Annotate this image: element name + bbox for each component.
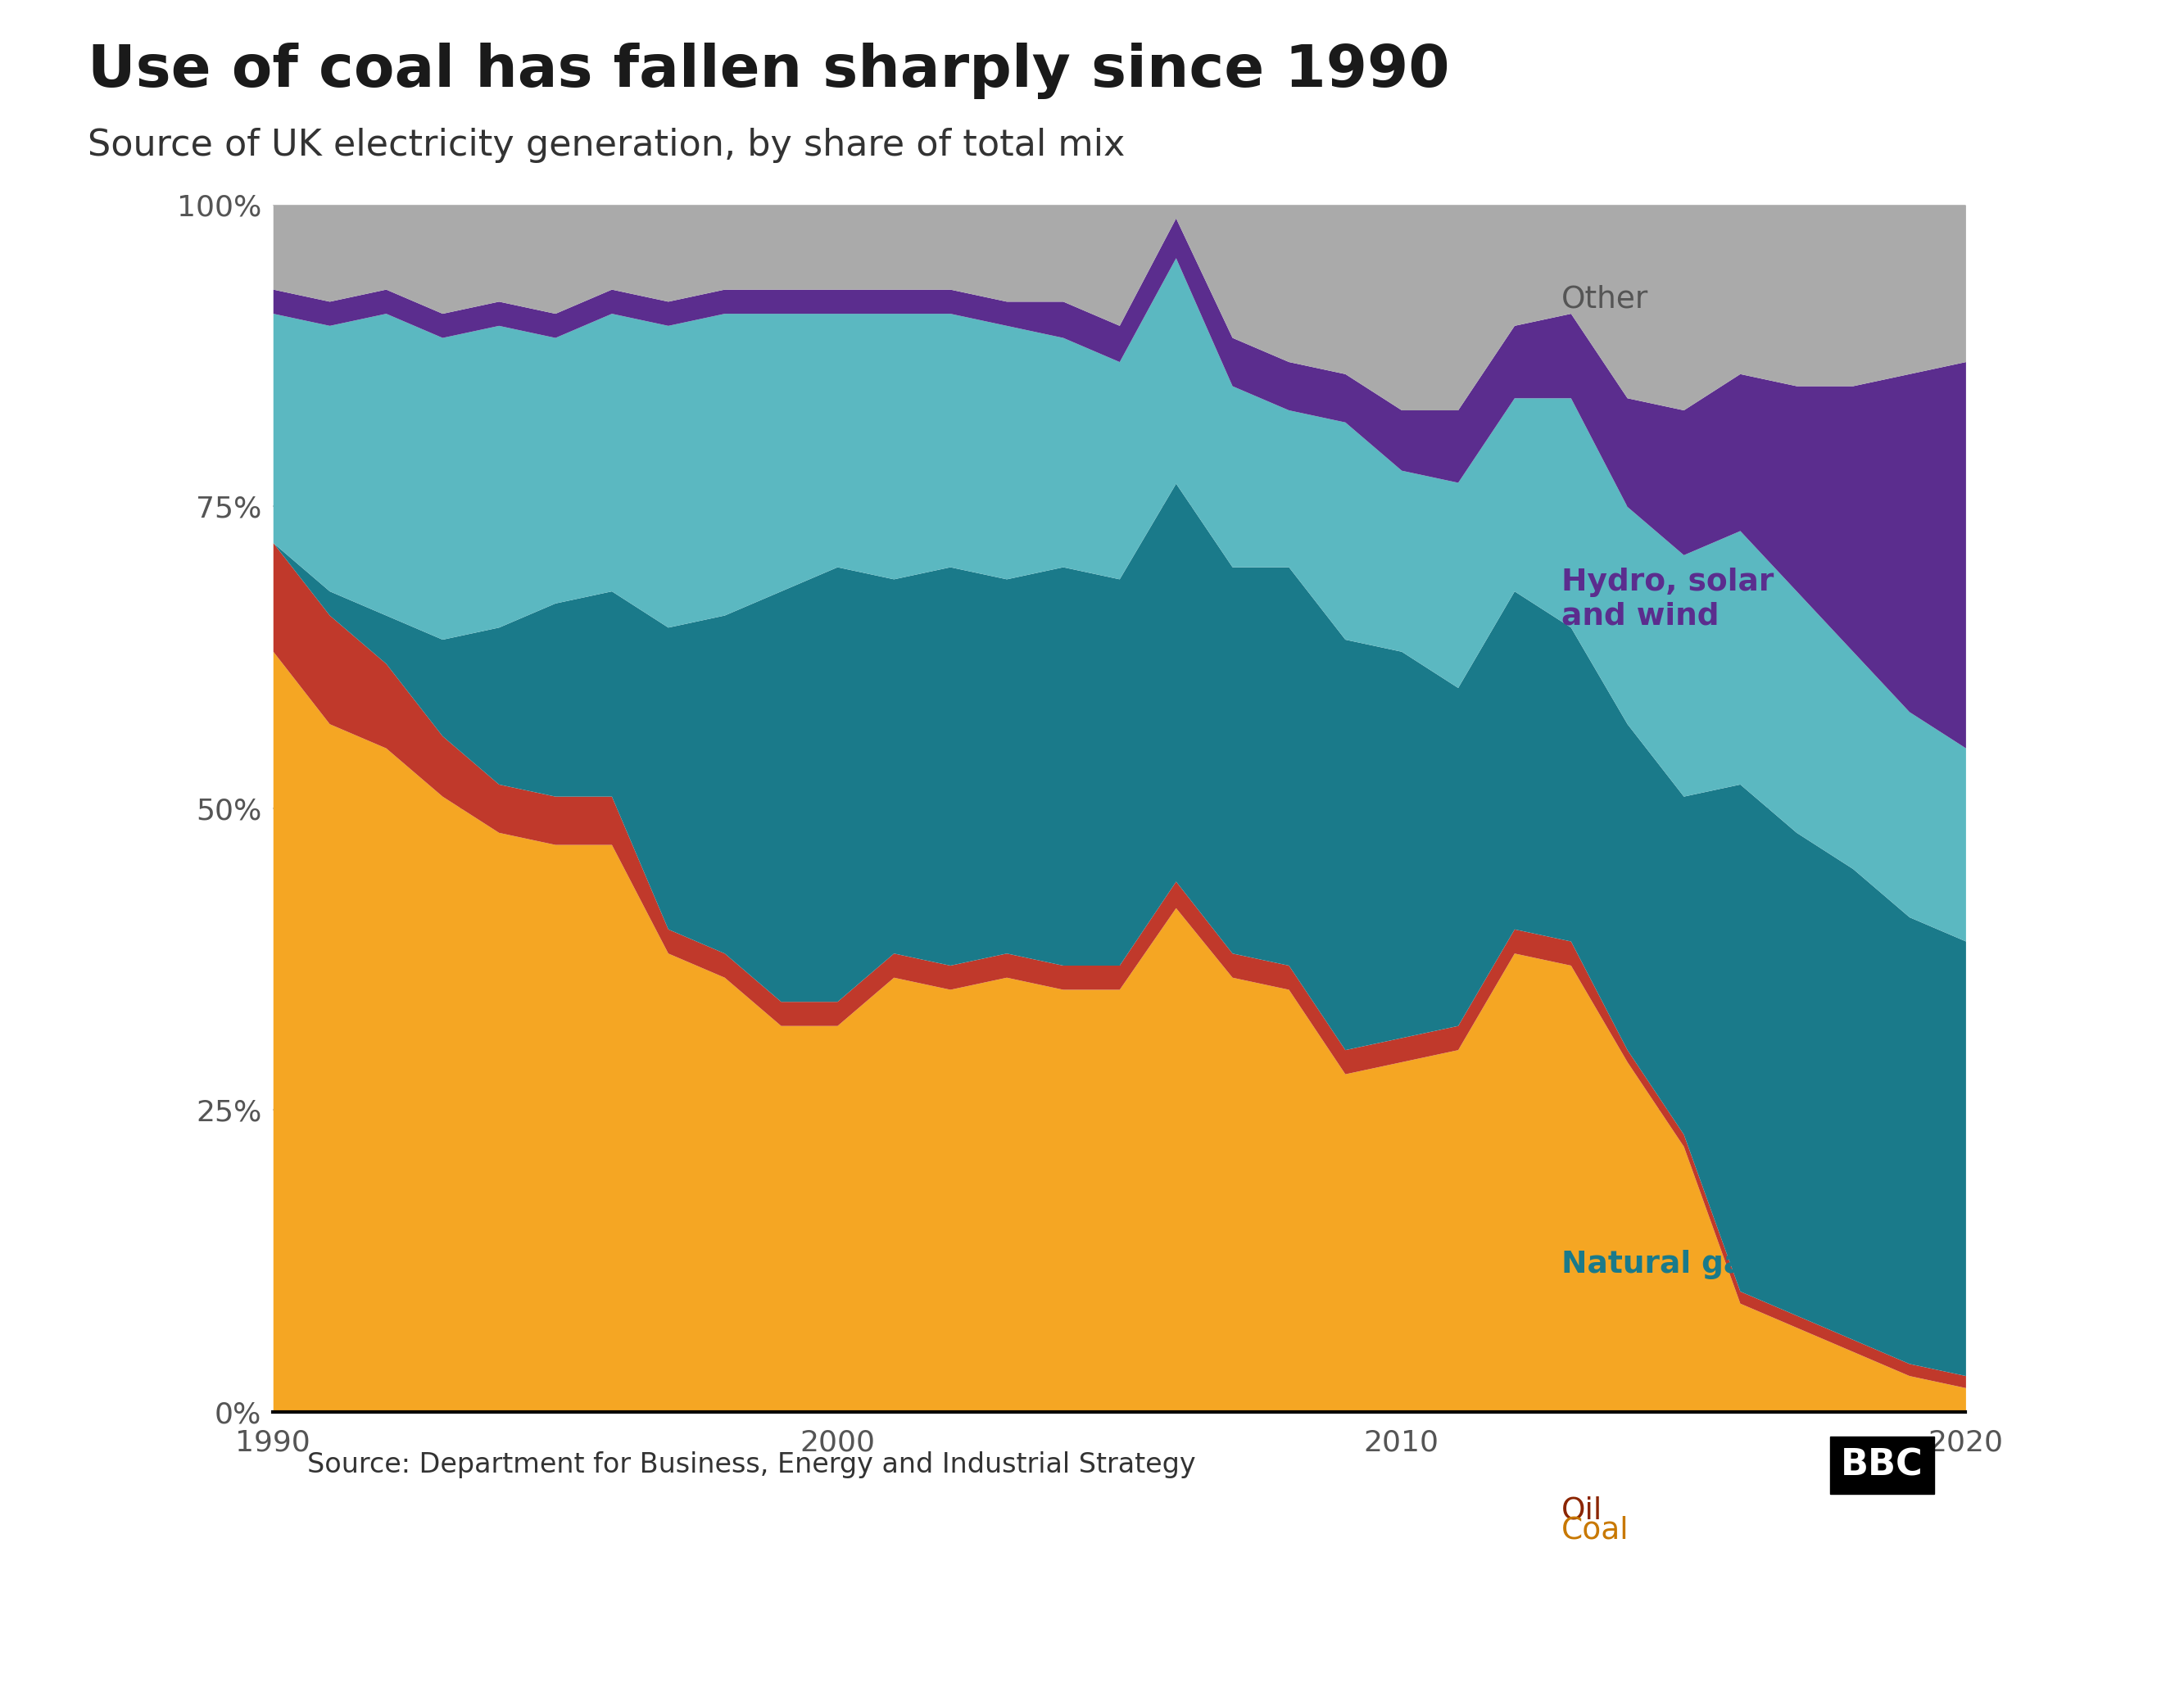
Text: BBC: BBC <box>1841 1447 1924 1483</box>
Text: Source: Department for Business, Energy and Industrial Strategy: Source: Department for Business, Energy … <box>306 1452 1195 1479</box>
Text: Source of UK electricity generation, by share of total mix: Source of UK electricity generation, by … <box>87 128 1125 164</box>
Text: Oil: Oil <box>1562 1496 1603 1525</box>
Text: Use of coal has fallen sharply since 1990: Use of coal has fallen sharply since 199… <box>87 43 1450 99</box>
Text: Hydro, solar
and wind: Hydro, solar and wind <box>1562 568 1773 631</box>
Text: Nuclear: Nuclear <box>1562 904 1679 933</box>
Text: Coal: Coal <box>1562 1517 1629 1546</box>
Text: Other: Other <box>1562 285 1649 314</box>
Text: Natural gas: Natural gas <box>1562 1250 1762 1280</box>
